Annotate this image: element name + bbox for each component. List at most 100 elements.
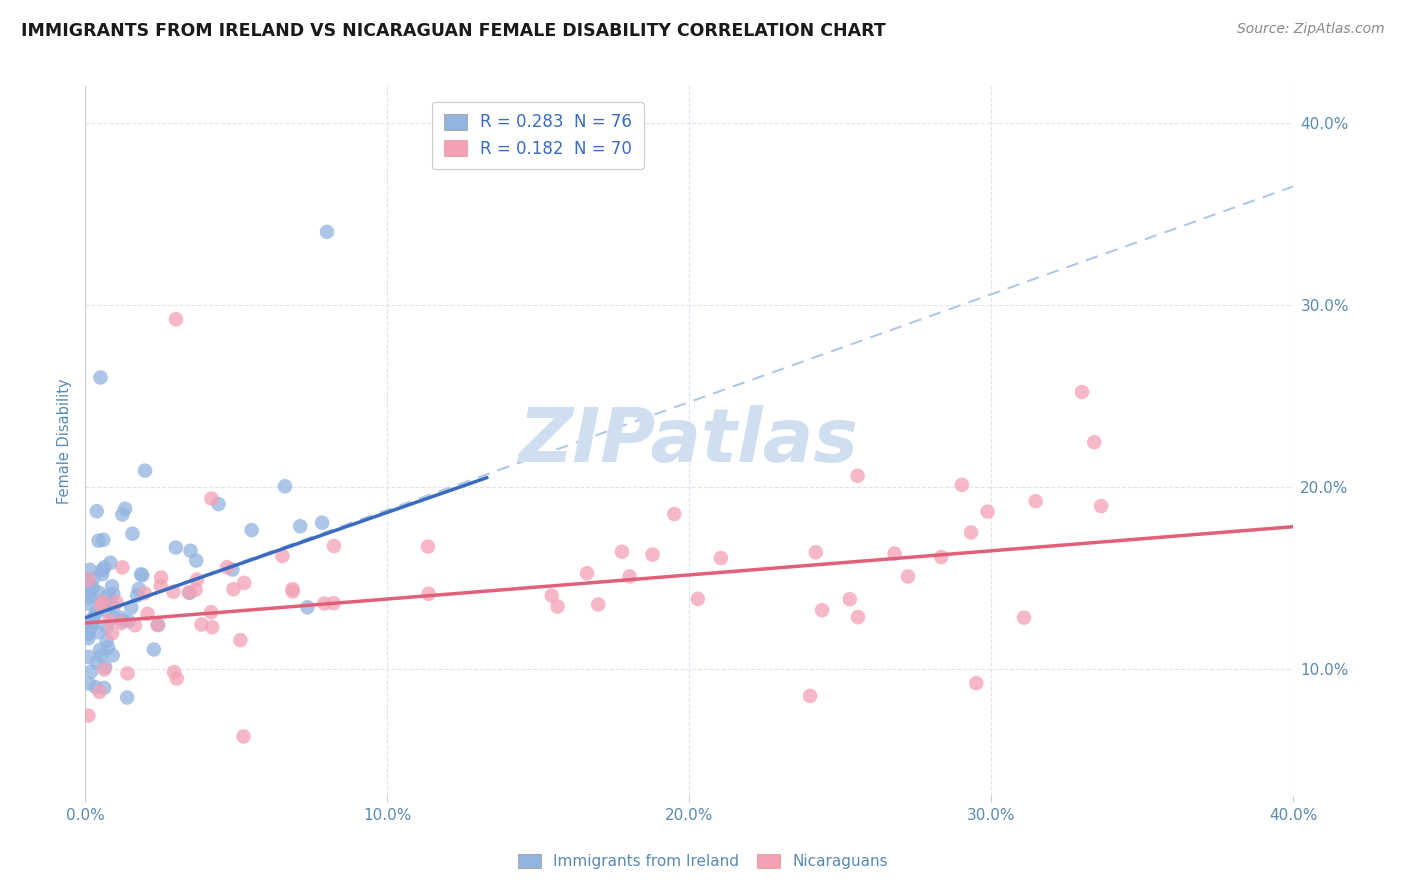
Point — [84, 680, 107, 694]
Point — [77, 577, 100, 591]
Point — [233, 575, 256, 590]
Point — [124, 618, 146, 632]
Point — [80, 618, 103, 632]
Point — [77, 616, 100, 631]
Point — [950, 477, 973, 491]
Point — [91, 595, 114, 609]
Point — [82, 614, 104, 628]
Point — [87, 625, 110, 640]
Point — [710, 551, 733, 566]
Point — [165, 312, 187, 326]
Point — [314, 597, 336, 611]
Point — [201, 620, 224, 634]
Text: IMMIGRANTS FROM IRELAND VS NICARAGUAN FEMALE DISABILITY CORRELATION CHART: IMMIGRANTS FROM IRELAND VS NICARAGUAN FE… — [21, 22, 886, 40]
Point — [142, 642, 165, 657]
Point — [838, 592, 860, 607]
Point — [128, 582, 150, 596]
Point — [166, 672, 188, 686]
Point — [82, 572, 104, 586]
Point — [129, 567, 152, 582]
Point — [281, 582, 304, 596]
Point — [1071, 385, 1094, 400]
Point — [89, 684, 111, 698]
Point — [101, 579, 124, 593]
Point — [811, 603, 834, 617]
Point — [1083, 435, 1105, 450]
Point — [960, 525, 983, 540]
Point — [96, 620, 118, 634]
Point — [86, 504, 108, 518]
Point — [976, 505, 998, 519]
Point — [281, 584, 304, 599]
Point — [121, 526, 143, 541]
Point — [177, 585, 200, 599]
Point — [111, 508, 134, 522]
Point — [103, 611, 125, 625]
Point — [120, 600, 142, 615]
Point — [883, 547, 905, 561]
Point — [664, 507, 686, 521]
Point — [114, 501, 136, 516]
Point — [232, 730, 254, 744]
Point — [311, 516, 333, 530]
Point — [804, 545, 827, 559]
Point — [186, 573, 208, 587]
Point — [97, 604, 120, 618]
Point — [111, 614, 134, 628]
Point — [93, 560, 115, 574]
Point — [165, 541, 187, 555]
Legend: Immigrants from Ireland, Nicaraguans: Immigrants from Ireland, Nicaraguans — [512, 847, 894, 875]
Point — [80, 665, 103, 679]
Point — [274, 479, 297, 493]
Point — [93, 681, 115, 695]
Point — [97, 640, 120, 655]
Point — [103, 587, 125, 601]
Point — [101, 626, 124, 640]
Point — [323, 539, 346, 553]
Point — [897, 569, 920, 583]
Point — [77, 624, 100, 638]
Point — [77, 649, 100, 664]
Point — [77, 573, 100, 587]
Point — [77, 597, 100, 611]
Point — [89, 370, 111, 384]
Point — [190, 617, 212, 632]
Text: ZIPatlas: ZIPatlas — [519, 405, 859, 478]
Point — [134, 586, 156, 600]
Point — [90, 648, 112, 663]
Point — [110, 611, 132, 625]
Point — [186, 554, 208, 568]
Point — [200, 491, 222, 506]
Point — [117, 614, 139, 628]
Point — [316, 225, 339, 239]
Point — [117, 666, 139, 681]
Point — [79, 585, 101, 599]
Point — [540, 589, 562, 603]
Point — [77, 632, 100, 646]
Point — [547, 599, 569, 614]
Point — [103, 599, 125, 614]
Point — [229, 633, 252, 648]
Point — [162, 584, 184, 599]
Point — [965, 676, 987, 690]
Point — [101, 648, 124, 663]
Point — [90, 599, 112, 613]
Point — [134, 464, 156, 478]
Point — [79, 563, 101, 577]
Point — [77, 573, 100, 587]
Point — [222, 582, 245, 597]
Point — [87, 533, 110, 548]
Point — [94, 660, 117, 674]
Point — [93, 663, 115, 677]
Point — [131, 568, 153, 582]
Point — [200, 605, 222, 619]
Point — [98, 614, 121, 628]
Point — [217, 560, 239, 574]
Point — [136, 607, 159, 621]
Point — [149, 579, 172, 593]
Point — [127, 589, 149, 603]
Point — [1090, 499, 1112, 513]
Point — [100, 595, 122, 609]
Point — [846, 610, 869, 624]
Point — [146, 618, 169, 632]
